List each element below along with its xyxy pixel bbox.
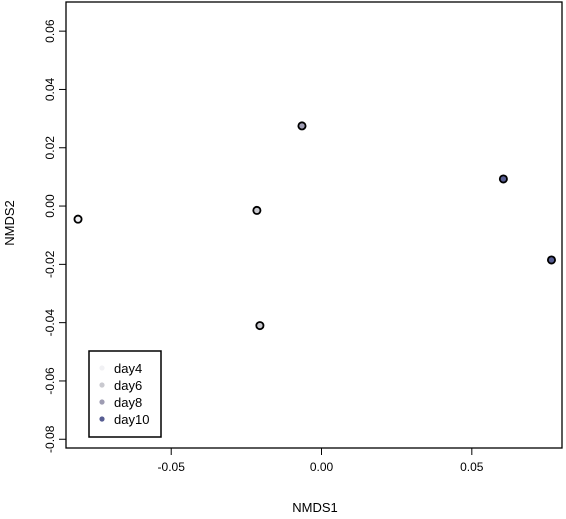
y-tick-label: -0.08 — [43, 425, 57, 453]
x-tick-label: 0.05 — [460, 460, 484, 474]
data-point-day10 — [498, 174, 508, 184]
x-axis-title: NMDS1 — [292, 500, 338, 514]
legend-swatch-day6 — [99, 382, 105, 388]
data-point-day6 — [255, 321, 265, 331]
data-point-day8 — [297, 121, 307, 131]
legend-swatch-day4 — [99, 365, 105, 371]
y-tick-label: 0.04 — [43, 77, 57, 101]
legend-label-day6: day6 — [114, 378, 142, 393]
x-tick-label: 0.00 — [310, 460, 334, 474]
data-point-day6 — [252, 205, 262, 215]
y-tick-label: -0.06 — [43, 367, 57, 395]
y-tick-label: -0.04 — [43, 309, 57, 337]
axes-layer: -0.05 0.00 0.05 -0.08 -0.06 -0.04 -0.02 0.00 0.0… — [43, 1, 563, 474]
legend-label-day4: day4 — [114, 361, 142, 376]
legend-label-day10: day10 — [114, 412, 149, 427]
legend-box — [88, 350, 162, 438]
legend-swatch-day10 — [99, 416, 105, 422]
data-point-day4 — [73, 214, 83, 224]
legend-swatch-day8 — [99, 399, 105, 405]
points-layer — [73, 121, 556, 331]
y-tick-label: 0.02 — [43, 136, 57, 160]
legend: day4 day6 day8 day10 — [88, 350, 162, 438]
data-point-day10 — [546, 255, 556, 265]
y-tick-label: 0.06 — [43, 19, 57, 43]
legend-label-day8: day8 — [114, 395, 142, 410]
y-tick-label: -0.02 — [43, 250, 57, 278]
plot-frame — [65, 1, 563, 449]
y-tick-label: 0.00 — [43, 194, 57, 218]
x-tick-label: -0.05 — [158, 460, 186, 474]
y-axis-title: NMDS2 — [2, 200, 17, 246]
